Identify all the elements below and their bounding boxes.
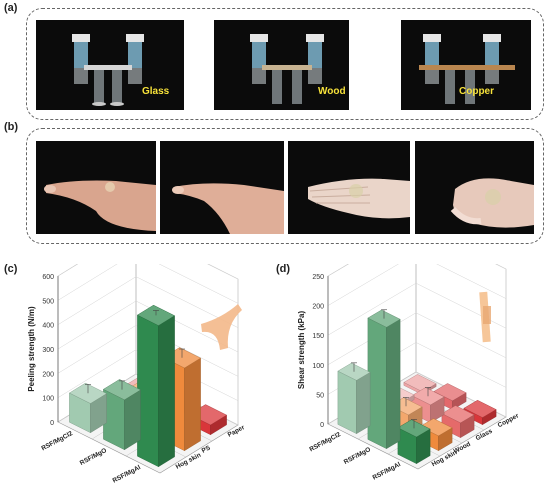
panel-c-label: (c) <box>4 263 18 275</box>
bar-d-0-0 <box>337 362 371 435</box>
material-label-wood: Wood <box>318 86 346 97</box>
row-label: RSF/MgCl2 <box>308 431 342 453</box>
column-label: PS <box>201 444 213 455</box>
z-tick-label: 500 <box>42 298 54 305</box>
vials-copper-illustration <box>419 34 515 104</box>
z-tick-label: 100 <box>312 363 324 370</box>
peeling-strength-chart: 0 100 200 300 400 500 600 Peeling strength (N/m… <box>27 264 246 485</box>
z-tick-label: 150 <box>312 333 324 340</box>
z-tick-label: 400 <box>42 323 54 330</box>
material-label-glass: Glass <box>142 86 170 97</box>
z-tick-label: 100 <box>42 396 54 403</box>
z-axis-title: Peeling strength (N/m) <box>27 306 36 392</box>
z-tick-label: 0 <box>320 422 324 429</box>
row-label: RSF/MgAl <box>112 464 143 485</box>
z-tick-label: 300 <box>42 347 54 354</box>
material-label-copper: Copper <box>459 86 494 97</box>
vials-glass-illustration <box>72 34 144 106</box>
row-label: RSF/MgAl <box>372 461 403 482</box>
panel-a-frame <box>26 8 544 120</box>
row-label: RSF/MgCl2 <box>40 430 74 452</box>
hand-illustration-2 <box>172 183 284 234</box>
photo-hand-4 <box>415 141 534 234</box>
hand-illustration-1 <box>44 180 156 231</box>
row-label: RSF/MgO <box>79 447 108 467</box>
photo-glass: Glass <box>36 20 184 110</box>
photo-copper: Copper <box>401 20 531 110</box>
photo-finger-2 <box>160 141 284 234</box>
z-tick-label: 250 <box>312 274 324 281</box>
bar-c-1-0 <box>102 379 142 451</box>
bar-d-1-0 <box>367 309 401 450</box>
row-label: RSF/MgO <box>343 446 372 466</box>
z-tick-label: 0 <box>50 420 54 427</box>
photo-wood: Wood <box>214 20 349 110</box>
vials-wood-illustration <box>250 34 324 104</box>
shear-sample-illustration <box>479 291 491 343</box>
panel-d-label: (d) <box>276 263 291 275</box>
bar-c-2-0 <box>136 304 176 468</box>
z-axis-title: Shear strength (kPa) <box>297 311 306 390</box>
shear-strength-chart: 0 50 100 150 200 250 Shear strength (kPa) RSF/… <box>297 264 520 482</box>
hand-illustration-3 <box>308 178 410 219</box>
photo-finger-1 <box>36 141 156 234</box>
bar-d-2-0 <box>397 419 431 465</box>
bar-d-2-2 <box>441 405 475 439</box>
panel-b-frame <box>26 128 544 244</box>
panel-a-label: (a) <box>4 2 18 14</box>
panel-b-label: (b) <box>4 121 19 133</box>
photo-hand-3 <box>288 141 410 234</box>
hand-illustration-4 <box>450 178 534 228</box>
z-tick-label: 200 <box>42 371 54 378</box>
z-tick-label: 200 <box>312 304 324 311</box>
bar-c-0-0 <box>68 382 108 434</box>
peel-sample-illustration <box>201 304 242 350</box>
z-tick-label: 50 <box>316 392 324 399</box>
z-tick-label: 600 <box>42 274 54 281</box>
